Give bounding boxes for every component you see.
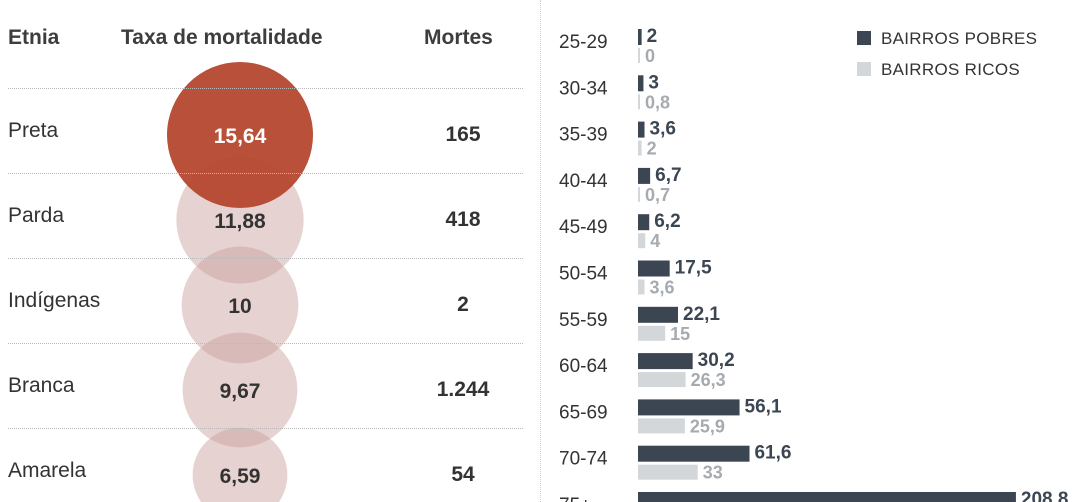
legend-label-pobres: BAIRROS POBRES <box>881 29 1038 48</box>
age-category-label: 35-39 <box>559 125 608 146</box>
rate-bubble <box>167 62 313 208</box>
legend-label-ricos: BAIRROS RICOS <box>881 60 1020 79</box>
bar-pobres <box>638 121 645 138</box>
legend-item-pobres: BAIRROS POBRES <box>857 29 1037 49</box>
value-label-ricos: 33 <box>703 463 723 483</box>
deaths-value: 1.244 <box>436 378 490 401</box>
age-category-label: 65-69 <box>559 402 608 423</box>
value-label-ricos: 0,7 <box>645 185 670 205</box>
deaths-value: 2 <box>457 293 469 316</box>
value-label-ricos: 2 <box>647 139 657 159</box>
value-label-ricos: 25,9 <box>690 416 725 436</box>
bar-pobres <box>638 353 693 370</box>
rate-bubble <box>182 332 298 448</box>
mortality-by-ethnicity-panel: Etnia Taxa de mortalidade Mortes 15,64 11… <box>0 0 530 502</box>
rate-label: 10 <box>228 295 251 318</box>
header-taxa: Taxa de mortalidade <box>121 26 323 49</box>
age-category-label: 45-49 <box>559 217 608 238</box>
rate-bubble <box>181 246 299 364</box>
bar-ricos <box>638 325 666 341</box>
rate-label: 6,59 <box>220 465 261 488</box>
row-divider <box>8 343 523 344</box>
age-category-label: 50-54 <box>559 264 608 285</box>
ethnicity-label: Indígenas <box>8 289 101 312</box>
age-category-label: 25-29 <box>559 32 608 53</box>
bar-ricos <box>638 140 642 156</box>
header-mortes: Mortes <box>424 26 493 49</box>
value-label-pobres: 56,1 <box>745 396 782 417</box>
age-bar-chart-panel: 25-29 2 0 30-34 3 0,8 35-39 3,6 2 40-44 6,7 0,7 45-4… <box>545 0 1076 502</box>
ethnicity-label: Amarela <box>8 459 87 482</box>
bar-pobres <box>638 75 644 92</box>
value-label-pobres: 17,5 <box>675 258 712 279</box>
legend-swatch-ricos <box>857 62 871 76</box>
bar-ricos <box>638 279 645 295</box>
age-category-label: 60-64 <box>559 356 608 377</box>
legend-item-ricos: BAIRROS RICOS <box>857 60 1020 80</box>
value-label-pobres: 61,6 <box>754 443 791 464</box>
rate-label: 9,67 <box>220 380 261 403</box>
value-label-ricos: 4 <box>650 231 660 251</box>
bar-pobres <box>638 214 650 231</box>
value-label-ricos: 15 <box>670 324 690 344</box>
row-divider <box>8 428 523 429</box>
bar-ricos <box>638 94 640 110</box>
row-divider <box>8 173 523 174</box>
bar-pobres <box>638 306 679 323</box>
bar-ricos <box>638 233 646 249</box>
header-etnia: Etnia <box>8 26 60 49</box>
value-label-pobres: 6,2 <box>654 211 680 232</box>
row-divider <box>8 258 523 259</box>
value-label-pobres: 2 <box>647 26 658 47</box>
deaths-value: 418 <box>445 208 481 231</box>
rate-label: 15,64 <box>214 125 267 148</box>
deaths-value: 165 <box>445 123 481 146</box>
bar-pobres <box>638 399 740 416</box>
age-category-label: 70-74 <box>559 449 608 470</box>
value-label-pobres: 208,8 <box>1021 489 1069 502</box>
age-category-label: 75+ <box>559 495 591 502</box>
value-label-pobres: 6,7 <box>655 165 681 186</box>
value-label-pobres: 22,1 <box>683 304 720 325</box>
panel-divider <box>540 0 541 502</box>
bar-ricos <box>638 418 685 434</box>
value-label-ricos: 3,6 <box>650 278 675 298</box>
value-label-ricos: 0 <box>645 46 655 66</box>
bar-ricos <box>638 186 640 202</box>
rate-label: 11,88 <box>214 210 266 233</box>
bar-ricos <box>638 48 640 63</box>
value-label-ricos: 26,3 <box>691 370 726 390</box>
rate-bubble <box>192 427 288 502</box>
bar-pobres <box>638 167 651 184</box>
row-divider <box>8 88 523 89</box>
bar-ricos <box>638 464 698 480</box>
bar-ricos <box>638 372 686 388</box>
value-label-ricos: 0,8 <box>645 92 670 112</box>
age-category-label: 40-44 <box>559 171 608 192</box>
ethnicity-label: Preta <box>8 119 59 142</box>
age-category-label: 55-59 <box>559 310 608 331</box>
ethnicity-label: Branca <box>8 374 75 397</box>
age-category-label: 30-34 <box>559 78 608 99</box>
ethnicity-label: Parda <box>8 204 65 227</box>
bubble-chart: 15,64 11,88 10 9,67 6,59 <box>167 62 313 502</box>
bar-pobres <box>638 445 750 462</box>
bar-pobres <box>638 260 670 277</box>
legend-swatch-pobres <box>857 31 871 45</box>
value-label-pobres: 3,6 <box>650 119 676 140</box>
bar-pobres <box>638 29 642 45</box>
deaths-value: 54 <box>451 463 475 486</box>
value-label-pobres: 30,2 <box>698 350 735 371</box>
value-label-pobres: 3 <box>648 72 659 93</box>
bar-pobres <box>638 492 1016 502</box>
